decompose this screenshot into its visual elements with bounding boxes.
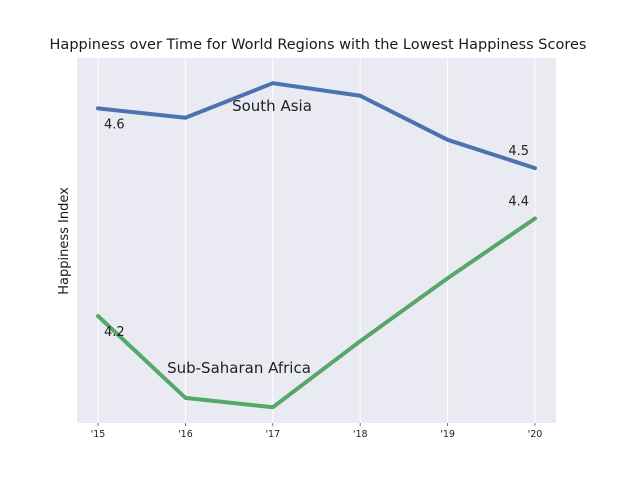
data-point xyxy=(446,138,450,142)
data-label: 4.6 xyxy=(104,117,125,132)
data-point xyxy=(96,314,100,318)
series-lines xyxy=(96,81,537,410)
series-line-0 xyxy=(96,81,537,171)
x-tick-label: '19 xyxy=(440,429,455,440)
chart-title: Happiness over Time for World Regions wi… xyxy=(50,37,587,53)
data-point xyxy=(533,216,537,220)
plot-area xyxy=(77,58,556,423)
data-point xyxy=(533,166,537,170)
data-label: 4.4 xyxy=(508,194,529,209)
data-point xyxy=(271,81,275,85)
x-tick-label: '18 xyxy=(353,429,368,440)
series-line-1 xyxy=(96,216,537,410)
data-point xyxy=(183,396,187,400)
y-axis-label: Happiness Index xyxy=(57,187,72,295)
data-point xyxy=(96,106,100,110)
x-tick-label: '17 xyxy=(265,429,280,440)
series-label-1: Sub-Saharan Africa xyxy=(167,359,311,377)
data-point xyxy=(183,116,187,120)
series-label-0: South Asia xyxy=(232,97,312,115)
x-tick-label: '16 xyxy=(178,429,193,440)
data-point xyxy=(358,339,362,343)
data-point xyxy=(271,405,275,409)
data-point xyxy=(358,94,362,98)
data-label: 4.5 xyxy=(508,144,529,159)
data-labels: 4.6 4.5 4.2 4.4 xyxy=(104,117,529,340)
series-labels: South Asia Sub-Saharan Africa xyxy=(167,97,312,377)
data-label: 4.2 xyxy=(104,325,125,340)
grid xyxy=(97,58,536,423)
data-point xyxy=(446,276,450,280)
x-tick-labels: '15 '16 '17 '18 '19 '20 xyxy=(91,423,543,440)
x-tick-label: '15 xyxy=(91,429,106,440)
x-tick-label: '20 xyxy=(528,429,543,440)
